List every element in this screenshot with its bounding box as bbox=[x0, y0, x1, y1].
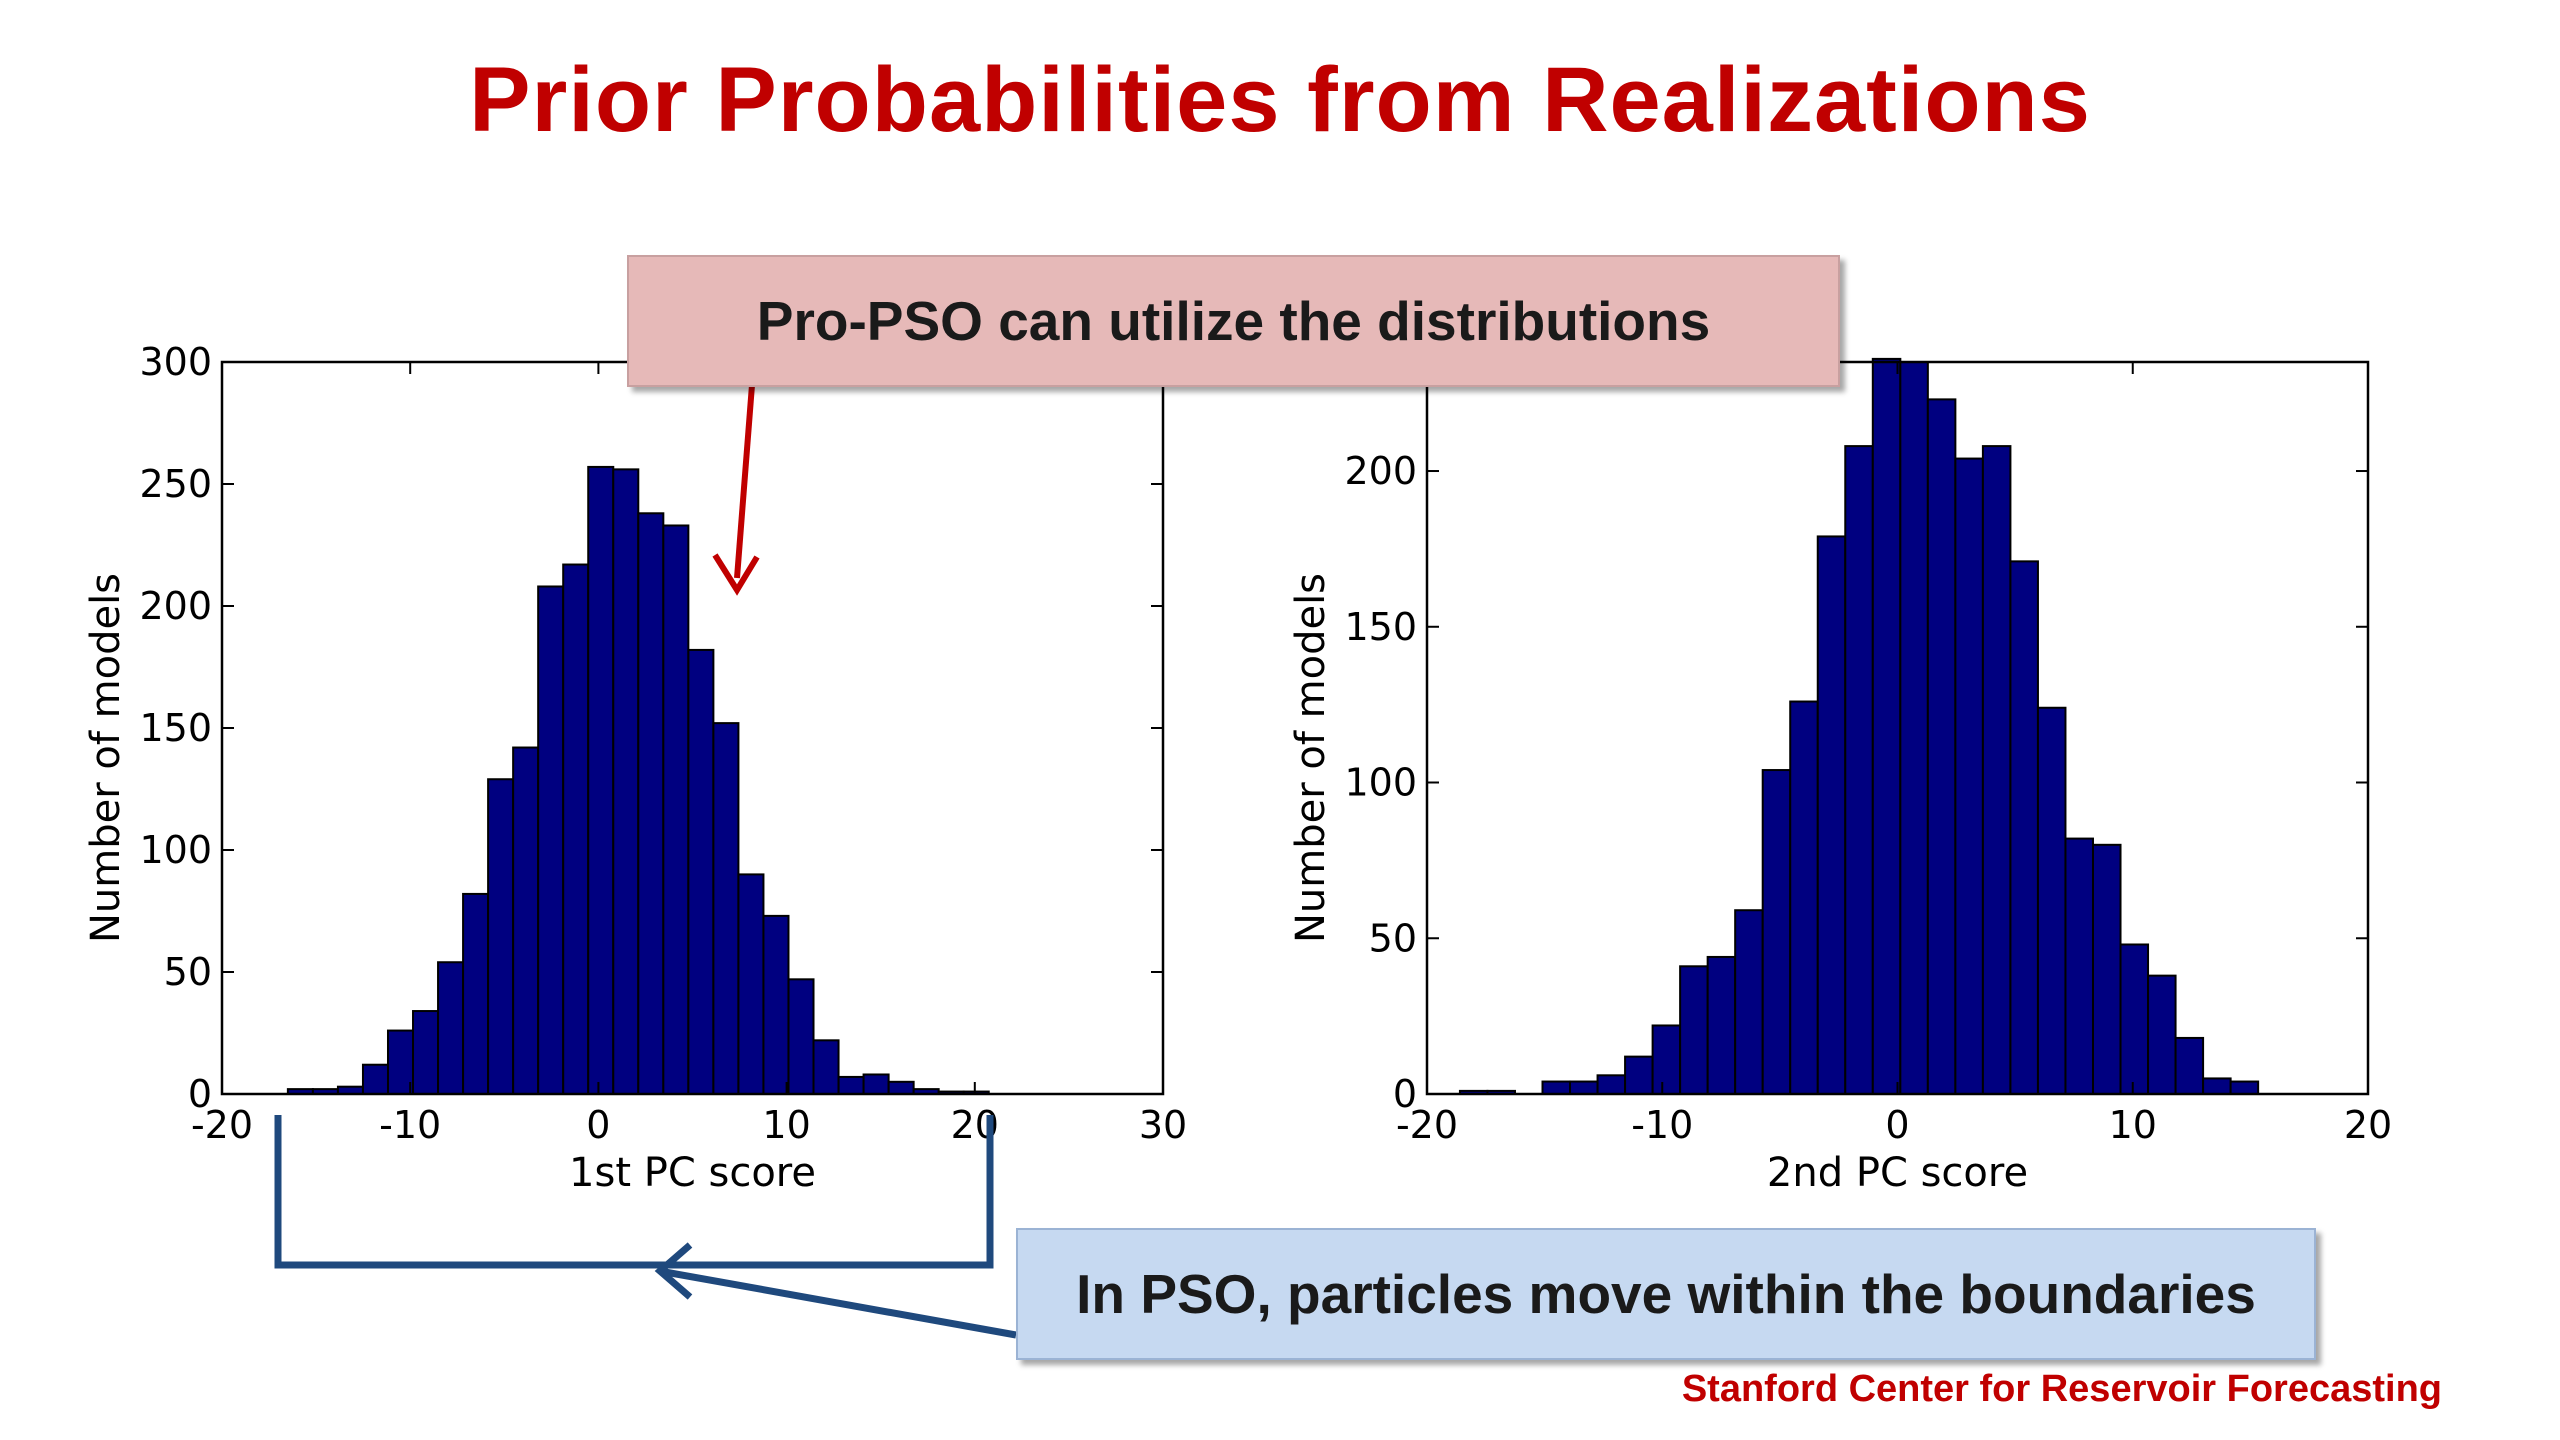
histogram-bar bbox=[1541, 1080, 1572, 1095]
histogram-bar bbox=[587, 465, 615, 1096]
y-tick-label: 100 bbox=[139, 828, 212, 872]
histogram-bar bbox=[837, 1075, 865, 1096]
histogram-bar bbox=[1844, 445, 1874, 1096]
y-tick-label: 50 bbox=[1369, 916, 1417, 960]
histogram-bar bbox=[1624, 1055, 1654, 1095]
y-axis-label: Number of models bbox=[83, 573, 129, 943]
histogram-bar bbox=[1954, 457, 1984, 1095]
histogram-bar bbox=[712, 722, 740, 1095]
y-axis-label: Number of models bbox=[1288, 573, 1334, 943]
x-tick-label: 20 bbox=[2344, 1103, 2392, 1147]
histogram-bar bbox=[862, 1073, 890, 1095]
histogram-bar bbox=[1569, 1080, 1599, 1095]
histogram-bar bbox=[2229, 1080, 2260, 1095]
histogram-bar bbox=[662, 524, 690, 1095]
histogram-bar bbox=[2064, 837, 2094, 1096]
histogram-bar bbox=[1596, 1074, 1627, 1096]
x-tick-label: 30 bbox=[1139, 1103, 1187, 1147]
slide-title: Prior Probabilities from Realizations bbox=[469, 49, 2091, 151]
histogram-bar bbox=[512, 746, 540, 1096]
y-tick-label: 0 bbox=[188, 1072, 212, 1116]
histogram-bar bbox=[887, 1080, 915, 1096]
histogram-bar bbox=[462, 892, 490, 1095]
x-tick-label: -20 bbox=[191, 1103, 253, 1147]
y-tick-label: 150 bbox=[139, 706, 212, 750]
histogram-bar bbox=[2036, 706, 2067, 1095]
histogram-bar bbox=[1706, 955, 1737, 1096]
x-tick-label: 0 bbox=[1885, 1103, 1909, 1147]
histogram-bar bbox=[562, 563, 590, 1095]
x-axis-label: 2nd PC score bbox=[1767, 1150, 2028, 1196]
histogram-bar bbox=[2202, 1077, 2232, 1096]
histogram-bar bbox=[2147, 974, 2177, 1095]
histogram-bar bbox=[1871, 357, 1902, 1095]
pso-callout: In PSO, particles move within the bounda… bbox=[1016, 1228, 2316, 1360]
y-tick-label: 300 bbox=[139, 340, 212, 384]
x-tick-label: -10 bbox=[379, 1103, 441, 1147]
x-tick-label: 20 bbox=[951, 1103, 999, 1147]
histogram-bar bbox=[2091, 843, 2122, 1096]
y-tick-label: 150 bbox=[1344, 605, 1417, 649]
x-tick-label: 0 bbox=[586, 1103, 610, 1147]
histogram-bar bbox=[1679, 965, 1709, 1096]
histogram-bar bbox=[437, 961, 465, 1095]
y-tick-label: 200 bbox=[1344, 449, 1417, 493]
histogram-bar bbox=[612, 468, 640, 1095]
histogram-bar bbox=[487, 778, 515, 1095]
histogram-bar bbox=[1899, 361, 1929, 1095]
footer-credit: Stanford Center for Reservoir Forecastin… bbox=[1681, 1368, 2442, 1410]
histogram-bar bbox=[1816, 535, 1847, 1095]
x-tick-label: 10 bbox=[2109, 1103, 2157, 1147]
y-tick-label: 100 bbox=[1344, 761, 1417, 805]
histogram-bar bbox=[2174, 1036, 2205, 1095]
histogram-bar bbox=[1926, 398, 1957, 1095]
histogram-bar bbox=[537, 585, 565, 1095]
x-tick-label: 10 bbox=[762, 1103, 810, 1147]
histogram-bar bbox=[812, 1039, 840, 1095]
histogram-bar bbox=[386, 1029, 415, 1096]
histogram-bar bbox=[687, 648, 715, 1095]
y-tick-label: 200 bbox=[139, 584, 212, 628]
pro-pso-callout: Pro-PSO can utilize the distributions bbox=[627, 255, 1840, 387]
histogram-bar bbox=[2119, 943, 2150, 1095]
x-axis-label: 1st PC score bbox=[569, 1150, 816, 1196]
histogram-bar bbox=[1789, 700, 1819, 1095]
y-tick-label: 250 bbox=[139, 462, 212, 506]
histogram-bar bbox=[762, 914, 790, 1095]
histogram-bar bbox=[1981, 445, 2012, 1096]
x-tick-label: -20 bbox=[1396, 1103, 1458, 1147]
histogram-bar bbox=[737, 873, 765, 1096]
x-tick-label: -10 bbox=[1631, 1103, 1693, 1147]
histogram-bar bbox=[412, 1010, 440, 1095]
histogram-bar bbox=[361, 1063, 389, 1095]
y-tick-label: 50 bbox=[164, 950, 212, 994]
histogram-bar bbox=[637, 512, 665, 1095]
histogram-bar bbox=[1734, 909, 1764, 1095]
histogram-bar bbox=[2009, 560, 2039, 1095]
histogram-bar bbox=[1651, 1024, 1682, 1095]
histogram-bar bbox=[787, 978, 815, 1096]
histogram-bar bbox=[1761, 769, 1792, 1096]
y-tick-label: 0 bbox=[1393, 1072, 1417, 1116]
